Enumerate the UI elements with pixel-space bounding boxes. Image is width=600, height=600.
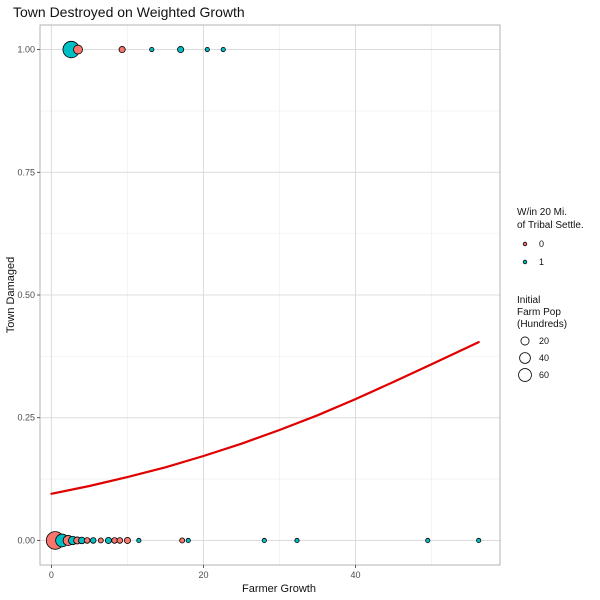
x-axis-title: Farmer Growth xyxy=(242,583,316,595)
legend-size-key xyxy=(518,368,532,382)
data-point xyxy=(220,46,226,53)
data-point xyxy=(179,537,186,544)
x-tick-label: 0 xyxy=(49,570,54,580)
y-tick-label: 0.50 xyxy=(17,290,35,300)
data-point xyxy=(118,46,126,54)
data-point xyxy=(97,537,104,544)
data-point xyxy=(83,537,91,544)
legend-color-label: 1 xyxy=(539,257,544,267)
data-point xyxy=(185,537,191,544)
y-tick-label: 0.25 xyxy=(17,413,35,423)
legend-color-title: W/in 20 Mi. xyxy=(517,207,567,218)
legend-color: W/in 20 Mi. of Tribal Settle. 0 1 xyxy=(517,207,584,267)
trend-line-group xyxy=(50,341,480,495)
legend-size-label: 20 xyxy=(539,336,549,346)
y-axis-title: Town Damaged xyxy=(5,257,17,333)
data-point xyxy=(111,537,118,544)
data-point xyxy=(73,44,83,55)
data-point xyxy=(89,537,97,544)
legend-size-label: 60 xyxy=(539,370,549,380)
legend-color-title: of Tribal Settle. xyxy=(517,220,584,231)
data-point xyxy=(104,536,112,544)
data-point xyxy=(204,46,210,53)
data-point xyxy=(294,537,300,544)
data-point xyxy=(123,536,131,544)
legend-size-key xyxy=(519,352,531,364)
legend-color-key xyxy=(522,241,528,247)
axis-ticks: 0 20 40 0.00 0.25 0.50 0.75 1.00 xyxy=(17,45,360,580)
y-tick-label: 1.00 xyxy=(17,45,35,55)
legend-size-label: 40 xyxy=(539,353,549,363)
chart-title: Town Destroyed on Weighted Growth xyxy=(13,4,245,20)
data-point xyxy=(136,537,142,544)
legend-size-title: (Hundreds) xyxy=(517,319,567,330)
legend-color-label: 0 xyxy=(539,239,544,249)
data-point xyxy=(476,537,482,544)
grid-lines xyxy=(40,25,500,565)
x-tick-label: 40 xyxy=(351,570,361,580)
y-tick-label: 0.75 xyxy=(17,167,35,177)
legend-size-title: Initial xyxy=(517,295,540,306)
data-point xyxy=(149,46,155,53)
legend-size-title: Farm Pop xyxy=(517,307,561,318)
legend-color-key xyxy=(522,259,528,265)
data-point xyxy=(116,537,124,544)
data-point xyxy=(261,537,267,544)
data-point xyxy=(177,46,185,54)
x-tick-label: 20 xyxy=(198,570,208,580)
data-points xyxy=(45,40,482,550)
y-tick-label: 0.00 xyxy=(17,535,35,545)
trend-line xyxy=(50,341,480,495)
legend-size-key xyxy=(520,336,530,346)
data-point xyxy=(425,537,431,544)
